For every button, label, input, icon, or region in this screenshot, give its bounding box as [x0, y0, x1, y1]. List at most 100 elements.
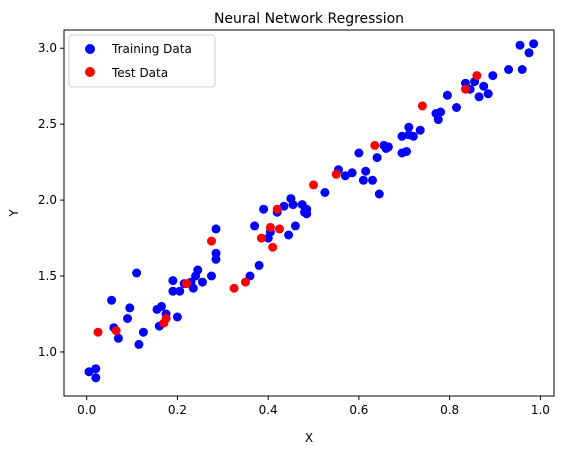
data-point	[358, 175, 368, 185]
data-point	[408, 131, 418, 141]
data-point	[436, 107, 446, 117]
data-point	[84, 367, 94, 377]
data-point	[284, 230, 294, 240]
data-point	[268, 242, 278, 252]
data-point	[132, 268, 142, 278]
data-point	[265, 222, 275, 232]
data-point	[134, 339, 144, 349]
data-point	[111, 326, 121, 336]
data-point	[197, 277, 207, 287]
data-point	[182, 279, 191, 289]
x-axis-ticks: 0.0 0.2 0.4 0.6 0.8 1.0	[77, 396, 550, 417]
data-point	[372, 153, 382, 163]
data-point	[168, 286, 178, 296]
data-point	[256, 233, 266, 243]
data-point	[374, 189, 384, 199]
data-point	[433, 115, 443, 125]
x-tick-label: 0.0	[77, 403, 96, 417]
data-point	[207, 271, 216, 281]
legend: Training Data Test Data	[68, 34, 216, 88]
data-point	[123, 314, 132, 323]
legend-marker-test	[85, 67, 95, 77]
data-point	[229, 283, 239, 293]
legend-label-training: Training Data	[111, 42, 192, 56]
data-point	[417, 101, 427, 111]
data-point	[461, 84, 470, 94]
data-point	[529, 39, 539, 49]
data-point	[161, 314, 171, 323]
data-point	[211, 224, 221, 234]
data-point	[361, 166, 371, 176]
x-tick-label: 0.8	[440, 403, 459, 417]
data-point	[168, 276, 178, 286]
data-point	[207, 236, 216, 246]
data-point	[479, 81, 489, 91]
plot-frame	[63, 29, 555, 397]
y-tick-label: 1.5	[38, 269, 57, 283]
y-tick-label: 3.0	[38, 41, 57, 55]
data-point	[331, 169, 341, 179]
data-point	[193, 265, 203, 275]
data-point	[157, 301, 166, 311]
legend-marker-training	[85, 44, 95, 54]
data-point	[483, 89, 493, 99]
y-tick-label: 2.5	[38, 117, 57, 131]
data-point	[442, 90, 452, 100]
data-point	[524, 48, 534, 58]
data-point	[91, 373, 101, 383]
data-point	[354, 148, 364, 158]
x-tick-label: 0.4	[259, 403, 278, 417]
data-point	[290, 221, 300, 231]
data-point	[254, 260, 264, 270]
x-tick-label: 1.0	[531, 403, 550, 417]
data-point	[250, 221, 260, 231]
data-point	[347, 168, 357, 178]
data-point	[504, 65, 514, 74]
data-point	[113, 333, 123, 343]
data-point	[515, 40, 525, 50]
data-point	[488, 71, 498, 81]
y-axis-label: Y	[7, 209, 21, 218]
data-point	[302, 209, 312, 219]
legend-label-test: Test Data	[111, 66, 168, 80]
data-point	[370, 140, 380, 150]
series-test	[93, 71, 482, 337]
x-tick-label: 0.2	[168, 403, 187, 417]
series-training	[84, 39, 539, 383]
data-point	[415, 125, 425, 135]
y-tick-label: 1.0	[38, 345, 57, 359]
data-point	[172, 312, 182, 322]
x-axis-label: X	[305, 431, 313, 445]
x-tick-label: 0.6	[349, 403, 368, 417]
chart-title: Neural Network Regression	[214, 11, 404, 27]
data-point	[288, 200, 298, 210]
data-point	[340, 171, 350, 181]
data-point	[188, 283, 198, 293]
plot-points	[84, 39, 539, 383]
data-point	[275, 224, 284, 234]
data-point	[175, 286, 185, 296]
data-point	[272, 204, 282, 214]
data-point	[279, 201, 289, 211]
legend-box	[68, 34, 216, 88]
data-point	[404, 122, 414, 132]
data-point	[211, 248, 221, 258]
data-point	[259, 204, 269, 214]
data-point	[402, 147, 411, 156]
data-point	[93, 327, 103, 337]
data-point	[517, 65, 527, 74]
data-point	[125, 303, 135, 313]
data-point	[397, 131, 407, 141]
data-point	[452, 103, 461, 112]
data-point	[320, 188, 330, 197]
data-point	[474, 92, 484, 102]
data-point	[91, 364, 101, 374]
y-axis-ticks: 1.0 1.5 2.0 2.5 3.0	[38, 41, 64, 359]
data-point	[383, 142, 393, 152]
data-point	[107, 295, 117, 305]
data-point	[138, 327, 148, 337]
y-tick-label: 2.0	[38, 193, 57, 207]
data-point	[368, 175, 377, 185]
data-point	[309, 180, 318, 190]
